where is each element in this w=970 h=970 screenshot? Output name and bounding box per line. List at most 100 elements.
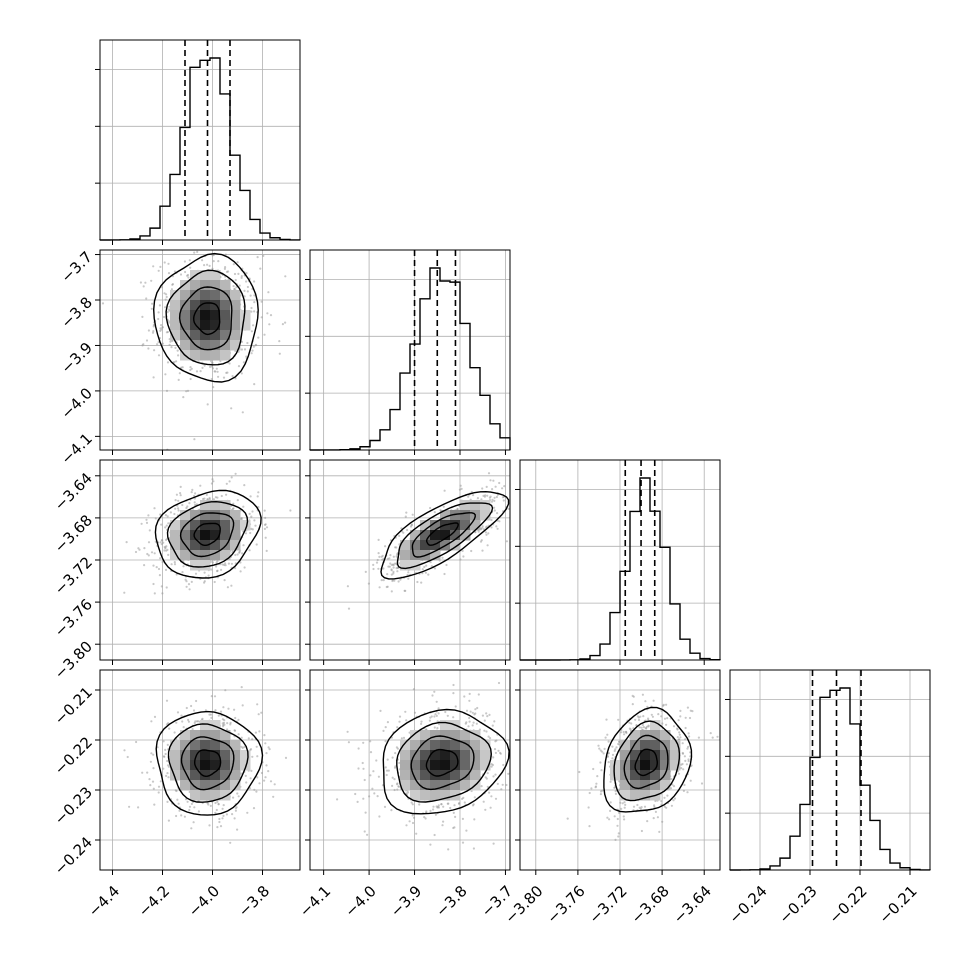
scatter-point — [167, 320, 170, 323]
scatter-point — [250, 306, 253, 310]
scatter-point — [251, 349, 254, 352]
scatter-point — [647, 717, 650, 720]
contour-line — [165, 269, 246, 366]
density-cell — [230, 510, 241, 521]
scatter-point — [372, 567, 375, 571]
scatter-point — [660, 715, 663, 718]
scatter-point — [492, 479, 495, 482]
scatter-point — [177, 499, 180, 502]
scatter-point — [162, 740, 165, 743]
scatter-point — [165, 295, 168, 299]
scatter-point — [686, 791, 689, 794]
scatter-point — [166, 515, 169, 518]
density-cell — [440, 720, 451, 731]
scatter-point — [496, 782, 499, 786]
scatter-point — [155, 566, 158, 569]
density-cell — [190, 750, 201, 761]
scatter-point — [650, 713, 653, 716]
scatter-point — [265, 764, 268, 767]
density-cell — [410, 750, 421, 761]
scatter-point — [164, 373, 167, 376]
scatter-point — [223, 267, 226, 270]
scatter-point — [425, 564, 428, 567]
scatter-point — [265, 752, 268, 755]
scatter-point — [260, 771, 263, 775]
scatter-point — [489, 737, 492, 740]
scatter-point — [684, 716, 687, 719]
contour-line — [603, 706, 693, 813]
scatter-point — [677, 772, 681, 775]
scatter-point — [176, 798, 179, 801]
scatter-point — [622, 815, 625, 818]
scatter-point — [377, 552, 380, 555]
scatter-point — [221, 817, 224, 820]
density-cell — [410, 730, 421, 741]
scatter-point — [435, 700, 438, 703]
scatter-point — [681, 752, 685, 755]
scatter-point — [163, 549, 166, 552]
density-cell — [200, 340, 211, 351]
scatter-point — [636, 803, 639, 807]
density-cell — [190, 300, 201, 311]
scatter-point — [411, 803, 414, 806]
scatter-point — [638, 806, 641, 809]
x-tick-label: −0.24 — [726, 882, 771, 927]
scatter-point — [606, 733, 609, 736]
scatter-point — [134, 550, 138, 554]
density-cell — [450, 770, 461, 781]
histogram-axes-frame — [309, 249, 511, 451]
scatter-point — [201, 717, 204, 721]
scatter-point — [632, 727, 635, 730]
scatter-point — [452, 811, 455, 815]
scatter-point — [170, 288, 173, 291]
density-cell — [400, 540, 411, 551]
scatter-point — [239, 561, 242, 564]
density-cell — [420, 780, 431, 791]
scatter-point — [400, 527, 403, 530]
scatter-point — [609, 780, 612, 783]
scatter-point — [631, 703, 634, 706]
histogram-axes-frame — [729, 669, 931, 871]
density-cell — [180, 740, 191, 751]
scatter-point — [208, 713, 211, 716]
density-cell — [230, 740, 241, 751]
scatter-point — [433, 510, 436, 514]
scatter-point — [390, 563, 393, 567]
scatter-point — [499, 752, 502, 755]
scatter-point — [209, 804, 212, 808]
scatter-point — [190, 827, 193, 830]
density-cell — [200, 550, 211, 561]
density-cell — [630, 750, 641, 761]
scatter-point — [168, 309, 171, 312]
scatter-point — [709, 732, 712, 735]
scatter-point — [390, 569, 393, 572]
scatter-point — [269, 314, 273, 317]
contour-line — [180, 736, 235, 791]
scatter-point — [165, 524, 168, 527]
scatter-point — [164, 526, 167, 529]
scatter-point — [264, 536, 267, 539]
scatter-point — [240, 348, 243, 351]
scatter-point — [485, 485, 488, 488]
scatter-point — [688, 716, 692, 720]
scatter-point — [412, 688, 415, 691]
density-cell — [630, 740, 641, 751]
scatter-point — [157, 354, 161, 357]
density-cell — [630, 770, 641, 781]
scatter-point — [356, 800, 359, 804]
scatter-point — [135, 740, 138, 744]
scatter-point — [230, 562, 233, 565]
scatter-point — [185, 580, 188, 583]
scatter-point — [145, 518, 148, 521]
scatter-point — [462, 555, 465, 558]
density-cell — [200, 760, 211, 771]
density-cell — [420, 790, 431, 801]
scatter-point — [152, 753, 155, 756]
scatter-point — [490, 763, 493, 766]
scatter-point — [177, 354, 180, 357]
scatter-point — [362, 741, 365, 744]
density-cell — [420, 520, 431, 531]
density-cell — [420, 540, 431, 551]
scatter-point — [368, 795, 371, 798]
scatter-point — [194, 503, 197, 507]
